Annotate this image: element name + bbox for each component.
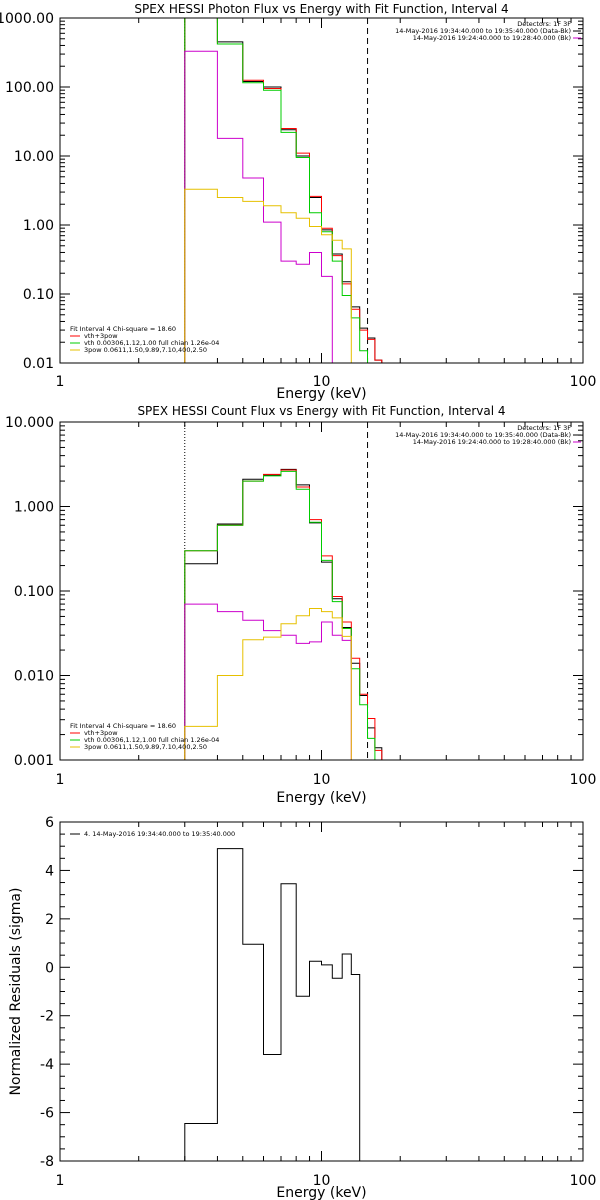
y-tick-label: 4 [45, 863, 54, 879]
y-axis-label: Normalized Residuals (sigma) [8, 888, 24, 1096]
header-line: 14-May-2016 19:34:40.000 to 19:35:40.000… [395, 431, 571, 439]
x-axis-label: Energy (keV) [276, 790, 366, 806]
legend-entry: 4. 14-May-2016 19:34:40.000 to 19:35:40.… [84, 830, 235, 838]
series-3-line [184, 18, 382, 363]
y-axis: 0.001 0.010 0.100 1.000 10.000 [5, 415, 583, 769]
y-tick-label: 1000.00 [0, 11, 54, 27]
y-tick-label: 0.001 [14, 753, 54, 769]
x-tick-label: 1 [56, 772, 65, 788]
y-tick-label: 0 [45, 960, 54, 976]
header-line: Detectors: 1F 3F [517, 20, 571, 28]
chart-panel-1: SPEX HESSI Photon Flux vs Energy with Fi… [0, 2, 596, 402]
y-tick-label: 0.01 [23, 356, 54, 372]
chart-title: SPEX HESSI Count Flux vs Energy with Fit… [137, 404, 505, 418]
chart-panel-2: SPEX HESSI Count Flux vs Energy with Fit… [5, 404, 596, 806]
y-tick-label: 1.00 [23, 218, 54, 234]
y-tick-label: 100.00 [5, 80, 54, 96]
x-tick-label: 100 [570, 374, 597, 390]
chart-title: SPEX HESSI Photon Flux vs Energy with Fi… [134, 2, 508, 16]
legend-entry: 3pow 0.0611,1.50,9.89,7.10,400,2.50 [84, 743, 207, 751]
series-4-line [184, 50, 333, 363]
legend-entry: Fit Interval 4 Chi-square = 18.60 [70, 325, 176, 333]
legend-entry: vth 0.00306,1.12,1.00 full chian 1.26e-0… [84, 736, 219, 744]
header-line: 14-May-2016 19:24:40.000 to 19:28:40.000… [413, 34, 571, 42]
series-5-line [184, 188, 352, 363]
series-4-line [184, 603, 352, 760]
series-1-line [184, 18, 383, 363]
y-tick-label: 10.000 [5, 415, 54, 431]
y-tick-label: -4 [40, 1057, 54, 1073]
series-1-line [184, 468, 383, 760]
plot-frame [59, 421, 584, 761]
series-2-line [184, 18, 383, 363]
y-tick-label: 0.010 [14, 669, 54, 685]
x-axis-label: Energy (keV) [276, 1185, 366, 1200]
series-5-line [184, 608, 352, 760]
x-tick-label: 100 [570, 1173, 597, 1189]
series-1-line [184, 848, 361, 1161]
header-line: 14-May-2016 19:24:40.000 to 19:28:40.000… [413, 438, 571, 446]
x-tick-label: 10 [313, 1173, 331, 1189]
y-tick-label: 1.000 [14, 500, 54, 516]
y-tick-label: 6 [45, 815, 54, 831]
series-3-line [184, 470, 382, 760]
y-tick-label: 2 [45, 912, 54, 928]
y-tick-label: 0.10 [23, 287, 54, 303]
y-axis: 0.01 0.10 1.00 10.00 100.00 1000.00 [0, 11, 583, 372]
x-tick-label: 1 [56, 1173, 65, 1189]
y-tick-label: -6 [40, 1106, 54, 1122]
chart-panel-3: 1 10 100 Energy (keV) -8 -6 -4 -2 0 2 4 6 Normalized… [8, 815, 596, 1200]
legend-entry: vth+3pow [84, 332, 118, 340]
legend-entry: 3pow 0.0611,1.50,9.89,7.10,400,2.50 [84, 346, 207, 354]
x-axis-label: Energy (keV) [276, 386, 366, 402]
series-group [184, 848, 361, 1161]
series-group [184, 468, 383, 760]
legend-entry: vth+3pow [84, 729, 118, 737]
y-tick-label: -8 [40, 1154, 54, 1170]
y-axis: -8 -6 -4 -2 0 2 4 6 Normalized Residuals (sigma) [8, 815, 583, 1170]
plot-frame [59, 17, 584, 364]
x-tick-label: 100 [570, 772, 597, 788]
legend-entry: vth 0.00306,1.12,1.00 full chian 1.26e-0… [84, 339, 219, 347]
y-tick-label: -2 [40, 1009, 54, 1025]
x-tick-label: 10 [313, 772, 331, 788]
plot-frame [59, 821, 584, 1162]
y-tick-label: 10.00 [14, 149, 54, 165]
legend-entry: Fit Interval 4 Chi-square = 18.60 [70, 722, 176, 730]
x-axis: 1 10 100 Energy (keV) [56, 18, 597, 402]
y-tick-label: 0.100 [14, 584, 54, 600]
x-axis: 1 10 100 Energy (keV) [56, 822, 597, 1200]
x-tick-label: 10 [313, 374, 331, 390]
x-tick-label: 1 [56, 374, 65, 390]
header-line: 14-May-2016 19:34:40.000 to 19:35:40.000… [395, 27, 571, 35]
header-line: Detectors: 1F 3F [517, 424, 571, 432]
series-group [184, 18, 383, 363]
series-2-line [184, 469, 383, 760]
